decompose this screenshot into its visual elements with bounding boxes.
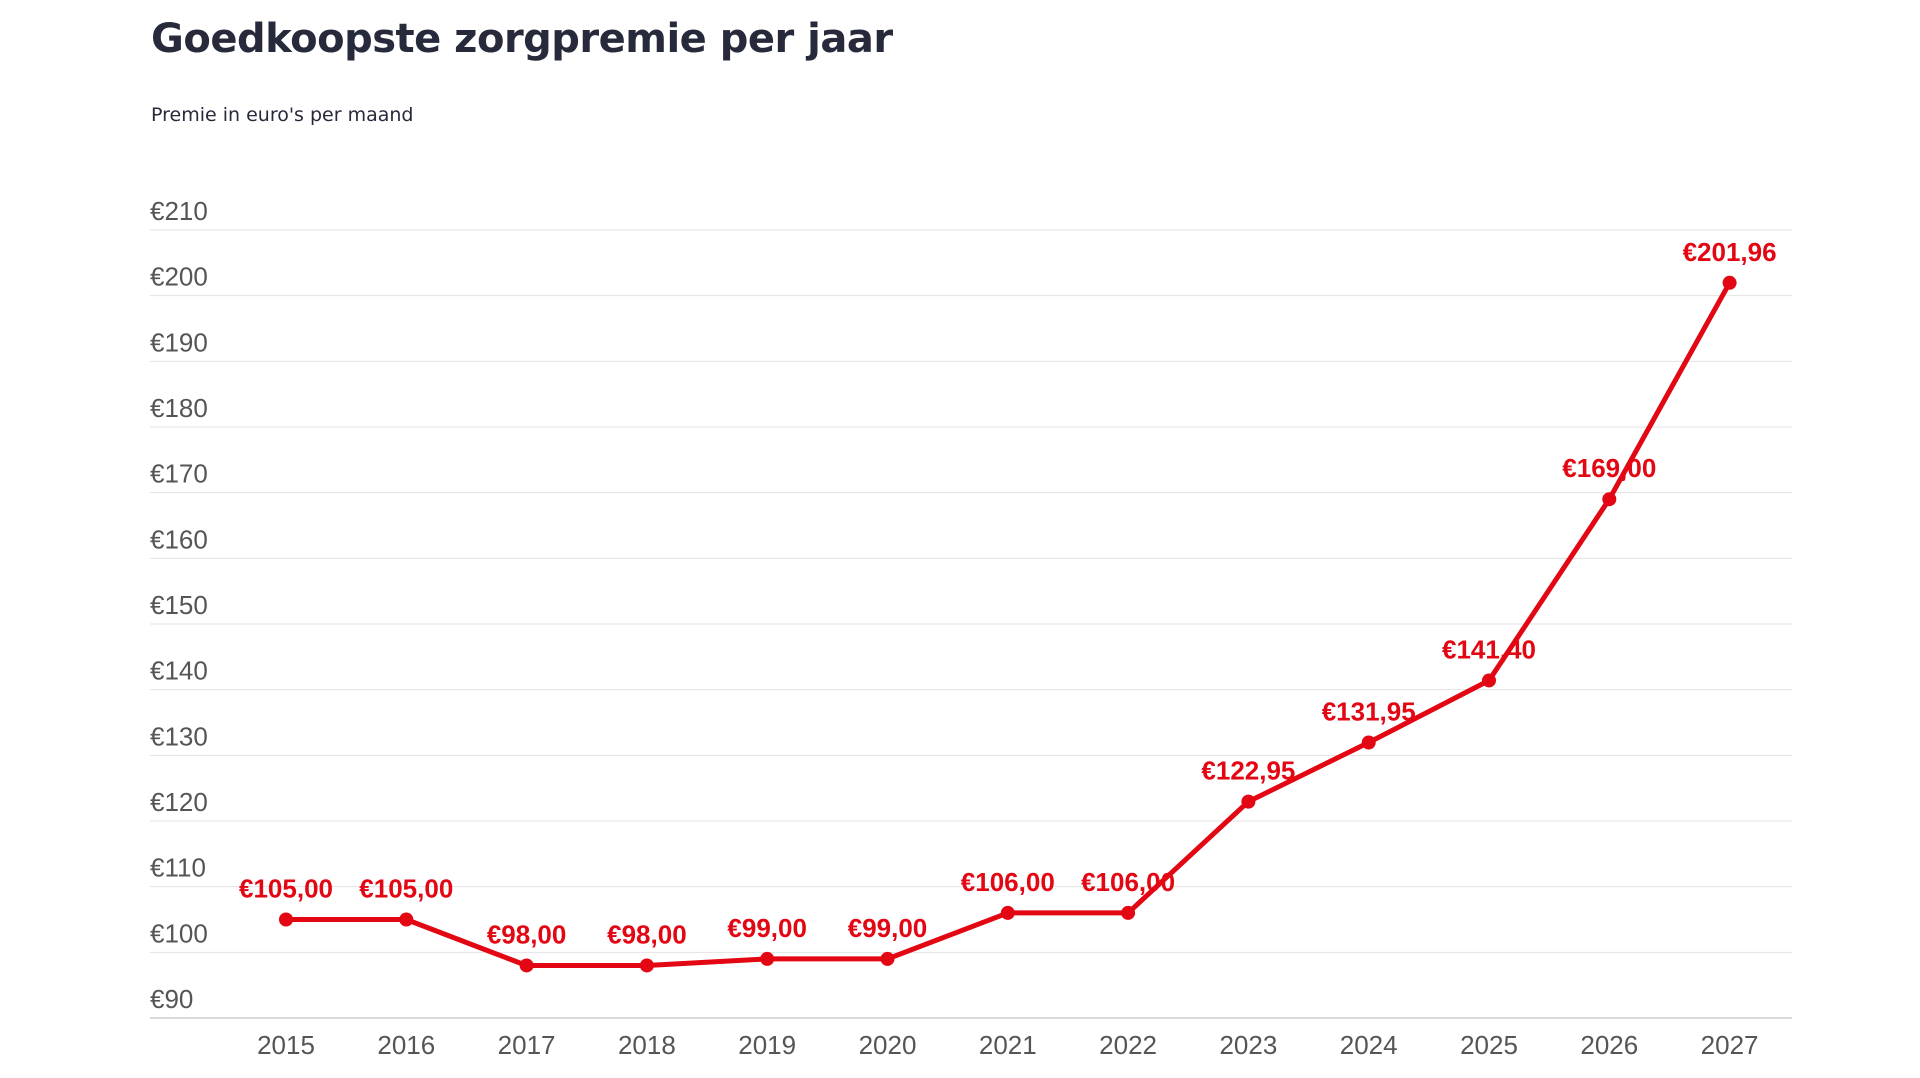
data-point	[880, 951, 895, 966]
x-tick-label: 2022	[1099, 1030, 1157, 1060]
y-tick-label: €210	[150, 196, 208, 226]
x-tick-label: 2018	[618, 1030, 676, 1060]
data-point	[760, 951, 775, 966]
y-tick-label: €120	[150, 787, 208, 817]
y-tick-label: €110	[150, 853, 206, 883]
data-point	[639, 958, 654, 973]
x-tick-label: 2017	[498, 1030, 556, 1060]
data-point	[279, 912, 293, 927]
chart-subtitle: Premie in euro's per maand	[151, 104, 414, 126]
data-point	[1722, 275, 1737, 290]
data-point	[1361, 735, 1376, 750]
data-point	[1602, 492, 1617, 507]
y-tick-label: €130	[150, 721, 208, 751]
y-tick-label: €140	[150, 656, 208, 686]
chart-title: Goedkoopste zorgpremie per jaar	[151, 16, 893, 62]
y-tick-label: €170	[150, 459, 208, 489]
x-tick-label: 2015	[257, 1030, 315, 1060]
x-tick-label: 2026	[1580, 1030, 1638, 1060]
data-label: €98,00	[607, 919, 687, 949]
data-label: €122,95	[1201, 756, 1295, 786]
x-tick-label: 2016	[377, 1030, 435, 1060]
data-point	[399, 912, 414, 927]
data-label: €201,96	[1683, 237, 1777, 267]
y-tick-label: €160	[150, 524, 208, 554]
data-point	[1121, 905, 1136, 920]
x-tick-label: 2025	[1460, 1030, 1518, 1060]
data-point	[1241, 794, 1256, 809]
y-tick-label: €190	[150, 327, 208, 357]
data-label: €141,40	[1442, 634, 1536, 664]
data-label: €106,00	[961, 867, 1055, 897]
data-label: €99,00	[727, 913, 807, 943]
y-tick-label: €100	[150, 918, 208, 948]
x-tick-label: 2019	[738, 1030, 796, 1060]
data-label: €105,00	[239, 874, 333, 904]
data-label: €106,00	[1081, 867, 1175, 897]
x-tick-label: 2023	[1219, 1030, 1277, 1060]
data-label: €99,00	[848, 913, 928, 943]
data-label: €131,95	[1322, 697, 1416, 727]
x-tick-label: 2027	[1701, 1030, 1759, 1060]
y-tick-label: €150	[150, 590, 208, 620]
data-point	[519, 958, 534, 973]
data-label: €105,00	[359, 874, 453, 904]
data-label: €169,00	[1562, 453, 1656, 483]
data-point	[1000, 905, 1015, 920]
y-tick-label: €200	[150, 262, 208, 292]
data-point	[1482, 673, 1496, 688]
y-tick-label: €180	[150, 393, 208, 423]
y-tick-label: €90	[150, 984, 193, 1014]
x-tick-label: 2020	[859, 1030, 917, 1060]
x-tick-label: 2021	[979, 1030, 1037, 1060]
data-label: €98,00	[487, 919, 567, 949]
x-tick-label: 2024	[1340, 1030, 1398, 1060]
